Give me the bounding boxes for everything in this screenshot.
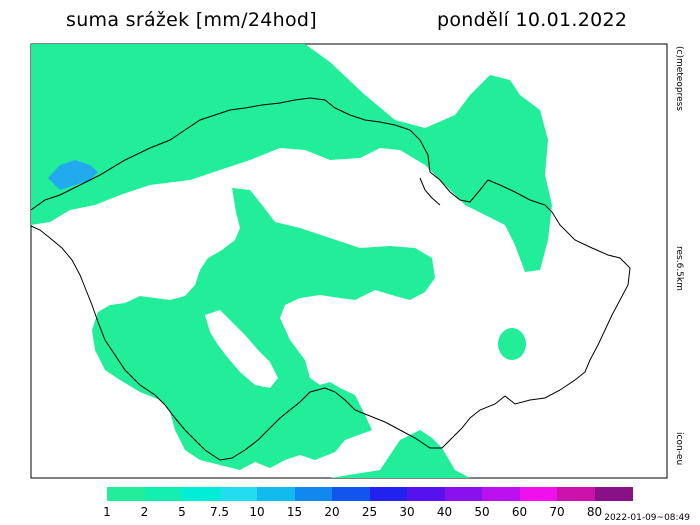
- legend-tick-label: 5: [178, 505, 186, 519]
- run-timestamp: 2022-01-09~08:49: [604, 513, 690, 523]
- legend-tick-label: 10: [249, 505, 265, 519]
- legend-swatch: [257, 487, 295, 501]
- precip-area-northwest: [31, 44, 552, 272]
- border-inner: [419, 177, 441, 206]
- legend-swatch: [219, 487, 258, 501]
- precip-area-east-spot: [498, 328, 526, 360]
- legend-swatch: [369, 487, 408, 501]
- legend-tick-label: 1: [103, 505, 111, 519]
- precipitation-areas: [31, 44, 552, 478]
- legend-swatch: [407, 487, 445, 501]
- country-borders: [30, 97, 631, 461]
- legend-tick-label: 50: [474, 505, 490, 519]
- legend-swatch: [107, 487, 145, 501]
- legend-swatch: [444, 487, 483, 501]
- map-title: suma srážek [mm/24hod]: [66, 9, 317, 31]
- legend-tick-label: 60: [511, 505, 528, 519]
- legend-tick-label: 20: [324, 505, 340, 519]
- legend-swatch: [594, 487, 633, 501]
- precip-area-south: [330, 430, 470, 478]
- legend-swatch: [482, 487, 520, 501]
- legend-swatch: [294, 487, 333, 501]
- legend-tick-label: 40: [436, 505, 453, 519]
- resolution-label: res.6.5km: [674, 246, 684, 291]
- precip-area-center: [92, 188, 435, 470]
- border-southwest: [30, 225, 326, 461]
- legend-tick-label: 80: [586, 505, 603, 519]
- border-north: [30, 97, 553, 213]
- legend-swatch: [557, 487, 595, 501]
- legend-swatch: [182, 487, 220, 501]
- model-label: icon-eu: [674, 432, 684, 466]
- precip-hole-center: [205, 310, 278, 388]
- forecast-date: pondělí 10.01.2022: [437, 9, 628, 31]
- legend-tick-label: 30: [399, 505, 415, 519]
- legend-tick-label: 2: [140, 505, 149, 519]
- border-east: [324, 211, 631, 449]
- legend-tick-label: 70: [549, 505, 565, 519]
- legend-swatch: [519, 487, 558, 501]
- credit-label: (c)meteopress: [674, 46, 684, 111]
- legend-swatch: [144, 487, 183, 501]
- heavy-precip-core: [48, 160, 98, 190]
- legend-tick-label: 15: [286, 505, 303, 519]
- legend-tick-label: 7.5: [209, 505, 230, 519]
- legend-swatch: [332, 487, 370, 501]
- legend-tick-label: 25: [361, 505, 378, 519]
